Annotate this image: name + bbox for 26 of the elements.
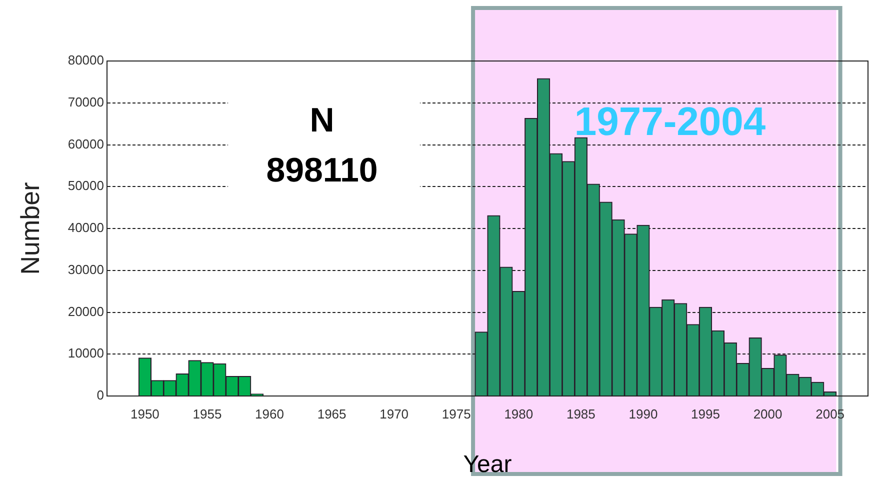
y-tick-label: 70000 <box>68 94 104 110</box>
x-tick-label: 1985 <box>566 406 596 422</box>
x-tick-label: 1965 <box>317 406 346 422</box>
y-tick-label: 60000 <box>68 136 104 152</box>
y-tick-label: 30000 <box>68 262 104 277</box>
x-tick-label: 1950 <box>130 406 160 422</box>
x-axis-title: Year <box>463 451 512 478</box>
x-tick-label: 1995 <box>691 406 720 422</box>
x-tick-label: 1980 <box>504 406 534 422</box>
x-tick-label: 1975 <box>442 406 471 422</box>
x-tick-label: 2005 <box>816 406 845 422</box>
x-tick-label: 1990 <box>628 406 658 422</box>
y-tick-label: 20000 <box>68 304 104 319</box>
annotation: N <box>310 101 334 140</box>
y-tick-label: 80000 <box>68 52 104 68</box>
x-tick-label: 2000 <box>753 406 782 422</box>
x-tick-label: 1970 <box>380 406 409 422</box>
annotation: 898110 <box>266 151 378 190</box>
x-tick-label: 1955 <box>192 406 222 422</box>
x-tick-label: 1960 <box>255 406 284 422</box>
y-axis-title: Number <box>14 182 45 275</box>
y-tick-label: 50000 <box>68 178 104 194</box>
band-label: 1977-2004 <box>574 100 766 144</box>
y-tick-label: 10000 <box>68 346 104 361</box>
y-tick-label: 40000 <box>68 220 104 236</box>
y-tick-label: 0 <box>96 388 104 403</box>
